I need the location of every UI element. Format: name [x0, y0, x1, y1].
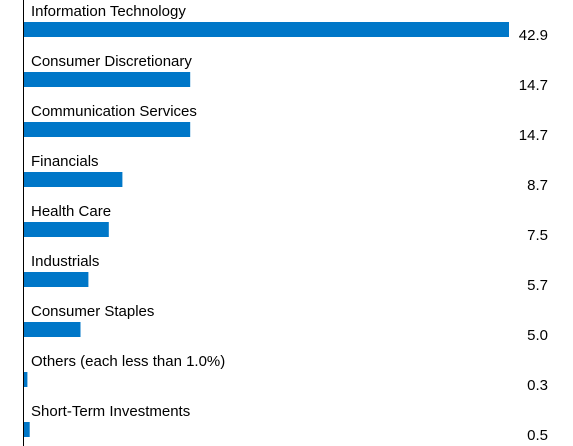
- value-label-financials: 8.7: [527, 177, 548, 194]
- value-label-consumer-staples: 5.0: [527, 327, 548, 344]
- bar-communication-services: [24, 122, 191, 137]
- value-label-industrials: 5.7: [527, 277, 548, 294]
- value-label-short-term-investments: 0.5: [527, 427, 548, 444]
- bar-short-term-investments: [24, 422, 30, 437]
- value-label-information-technology: 42.9: [519, 27, 548, 44]
- bar-industrials: [24, 272, 89, 287]
- value-label-others-each-less-than-1-0: 0.3: [527, 377, 548, 394]
- category-label-financials: Financials: [31, 153, 99, 170]
- bar-others-each-less-than-1-0: [24, 372, 28, 387]
- category-label-consumer-staples: Consumer Staples: [31, 303, 154, 320]
- bar-information-technology: [24, 22, 509, 37]
- bar-financials: [24, 172, 123, 187]
- value-label-health-care: 7.5: [527, 227, 548, 244]
- bar-health-care: [24, 222, 109, 237]
- category-label-communication-services: Communication Services: [31, 103, 197, 120]
- category-labels-group: Information Technology Consumer Discretio…: [31, 3, 225, 420]
- category-label-industrials: Industrials: [31, 253, 99, 270]
- category-label-health-care: Health Care: [31, 203, 111, 220]
- bar-consumer-staples: [24, 322, 81, 337]
- value-label-consumer-discretionary: 14.7: [519, 77, 548, 94]
- bar-consumer-discretionary: [24, 72, 191, 87]
- value-labels-group: 42.9 14.7 14.7 8.7 7.5 5.7 5.0 0.3 0.5: [519, 27, 548, 444]
- category-label-information-technology: Information Technology: [31, 3, 186, 20]
- category-label-others-each-less-than-1-0: Others (each less than 1.0%): [31, 353, 225, 370]
- category-label-consumer-discretionary: Consumer Discretionary: [31, 53, 192, 70]
- bars-group: [24, 22, 509, 437]
- value-label-communication-services: 14.7: [519, 127, 548, 144]
- category-label-short-term-investments: Short-Term Investments: [31, 403, 190, 420]
